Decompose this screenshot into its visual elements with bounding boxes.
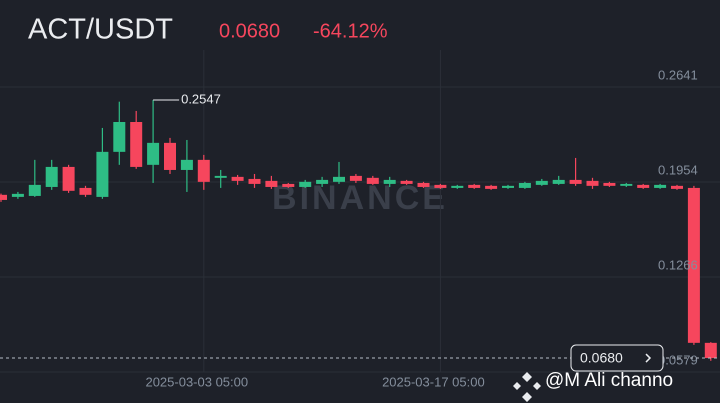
candle-body bbox=[671, 185, 683, 189]
candle-body bbox=[147, 142, 160, 165]
candle-body bbox=[214, 175, 227, 178]
price: 0.0680 bbox=[219, 20, 280, 42]
candle-body bbox=[265, 180, 278, 187]
candle-body bbox=[704, 342, 717, 359]
candle-body bbox=[197, 159, 210, 182]
y-tick-label: 0.2641 bbox=[658, 67, 698, 82]
change: -64.12% bbox=[313, 20, 388, 42]
x-tick-label: 2025-03-17 05:00 bbox=[382, 374, 485, 389]
credit-icon bbox=[513, 372, 541, 402]
candle-body bbox=[552, 179, 565, 184]
candle-body bbox=[28, 184, 41, 196]
candle-body bbox=[366, 177, 379, 184]
candle-body bbox=[400, 180, 413, 184]
credit: @M Ali channo bbox=[545, 370, 673, 391]
candle-body bbox=[451, 185, 464, 188]
candle-body bbox=[485, 185, 498, 189]
chevron bbox=[645, 353, 652, 363]
candle-body bbox=[0, 194, 7, 200]
candle-body bbox=[299, 181, 312, 187]
candle-body bbox=[113, 122, 126, 152]
candle-body bbox=[180, 159, 193, 170]
candle-body bbox=[282, 183, 295, 187]
last-price-label: 0.0680 bbox=[580, 350, 623, 366]
candle-body bbox=[586, 180, 599, 186]
candle-body bbox=[417, 182, 430, 187]
candle-body bbox=[535, 180, 548, 185]
y-tick-label: 0.0579 bbox=[658, 352, 698, 367]
candle-body bbox=[79, 187, 92, 195]
candle-body bbox=[569, 179, 582, 184]
candle-body bbox=[231, 176, 244, 181]
candle-body bbox=[502, 185, 514, 188]
candle-body bbox=[654, 184, 667, 188]
candle-body bbox=[518, 182, 531, 188]
x-tick-label: 2025-03-03 05:00 bbox=[145, 374, 248, 389]
candle-body bbox=[164, 142, 176, 170]
candle-body bbox=[383, 179, 396, 184]
symbol: ACT/USDT bbox=[28, 14, 173, 46]
candle-body bbox=[468, 184, 481, 188]
candle-body bbox=[45, 166, 58, 187]
y-tick-label: 0.1954 bbox=[658, 162, 698, 177]
candle-body bbox=[11, 193, 24, 197]
max-label: 0.2547 bbox=[181, 91, 221, 106]
candle-body bbox=[130, 122, 143, 167]
candle-body bbox=[349, 175, 362, 181]
candle-body bbox=[333, 176, 345, 182]
candle-body bbox=[96, 151, 109, 197]
candle-body bbox=[637, 184, 650, 188]
candle-body bbox=[62, 166, 75, 191]
candle-body bbox=[620, 183, 633, 186]
candle-body bbox=[603, 182, 616, 186]
candle-body bbox=[434, 184, 447, 188]
last-price-box bbox=[570, 344, 664, 372]
candle-body bbox=[248, 178, 261, 184]
candle-body bbox=[316, 179, 329, 184]
y-tick-label: 0.1266 bbox=[658, 257, 698, 272]
candle-body bbox=[687, 187, 700, 343]
